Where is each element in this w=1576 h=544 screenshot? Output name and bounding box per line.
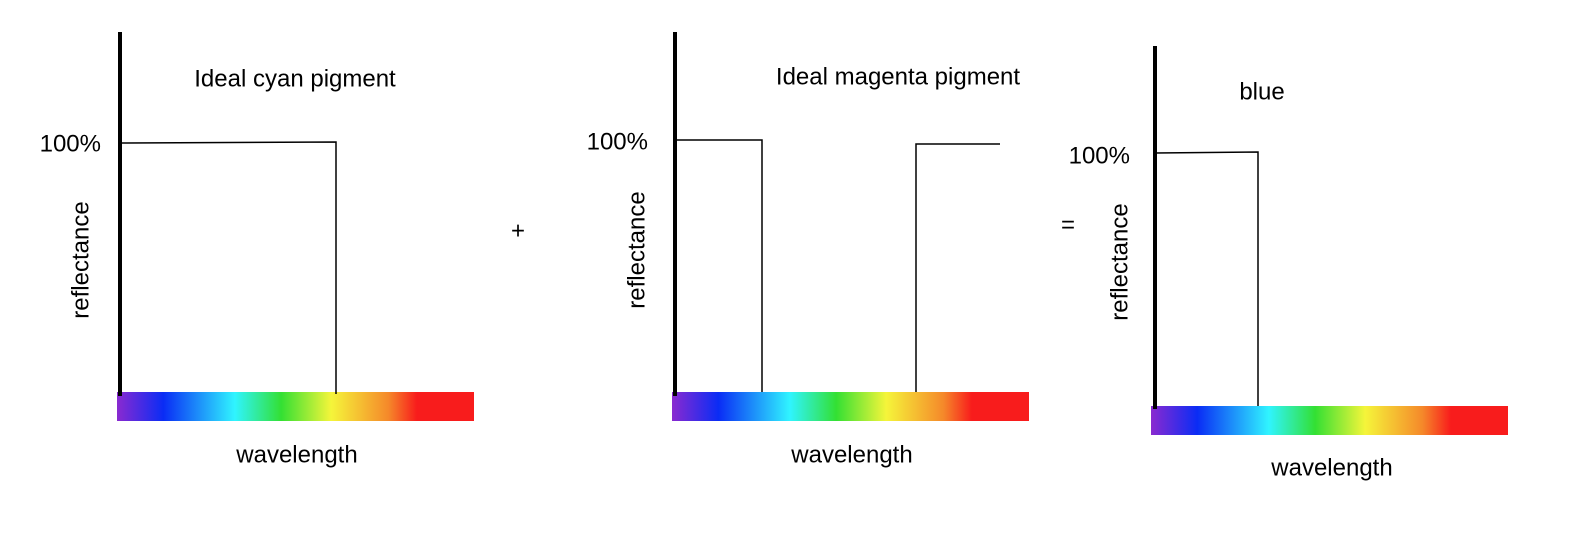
x-axis-label: wavelength [1270, 454, 1392, 481]
reflectance-curve [1154, 151, 1259, 406]
y-axis-label: reflectance [1106, 203, 1133, 320]
panel-cyan: Ideal cyan pigment 100% reflectance wave… [40, 32, 474, 468]
panel-title: Ideal cyan pigment [194, 65, 396, 92]
reflectance-curve [915, 143, 1000, 392]
operator: + [511, 217, 525, 244]
panel-blue: blue 100% reflectance wavelength [1069, 46, 1508, 481]
reflectance-curve [119, 141, 337, 394]
y-axis-label: reflectance [623, 191, 650, 308]
x-axis-label: wavelength [790, 441, 912, 468]
y-tick-label: 100% [587, 128, 648, 155]
x-axis-label: wavelength [235, 441, 357, 468]
spectrum-bar [117, 392, 474, 421]
operator: = [1061, 211, 1075, 238]
spectrum-bar [1151, 406, 1508, 435]
panel-magenta: Ideal magenta pigment 100% reflectance w… [587, 32, 1029, 468]
y-axis-label: reflectance [67, 201, 94, 318]
spectrum-bar [672, 392, 1029, 421]
panel-title: blue [1239, 78, 1284, 105]
reflectance-curve [675, 139, 763, 392]
panel-title: Ideal magenta pigment [776, 63, 1020, 90]
y-tick-label: 100% [1069, 142, 1130, 169]
y-tick-label: 100% [40, 130, 101, 157]
